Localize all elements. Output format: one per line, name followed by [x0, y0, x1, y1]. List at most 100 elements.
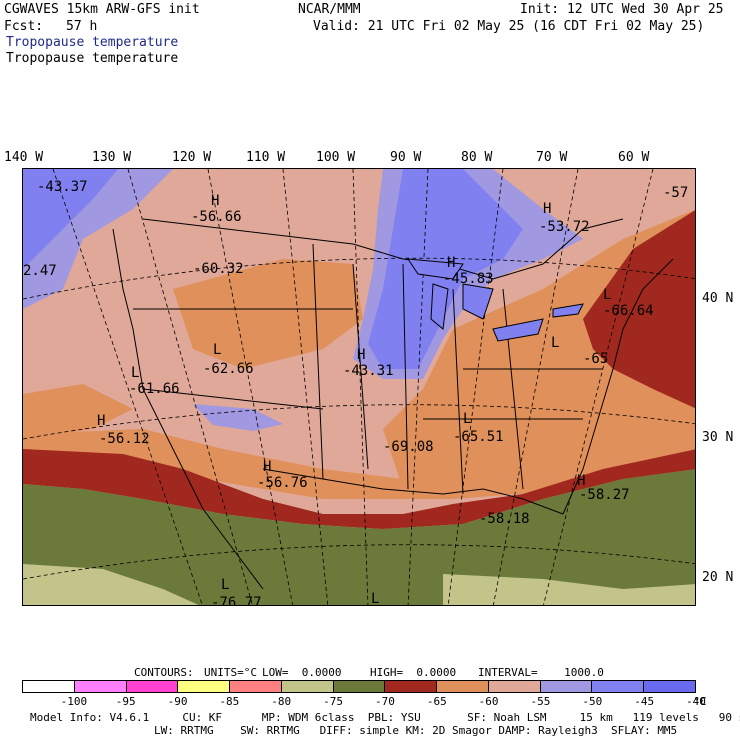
fcst-label: Fcst: [4, 19, 44, 34]
model-info: Model Info: V4.6.1 CU: KF MP: WDM 6class… [30, 711, 740, 724]
colorbar-tick-label: -100 [60, 695, 88, 708]
colorbar-tick-label: -80 [271, 695, 292, 708]
map-labels: H -56.66 -43.37 2.47 -60.32 H -53.72 -57… [23, 179, 688, 606]
colorbar-tick-label: -60 [478, 695, 499, 708]
hl-letter: L [551, 335, 559, 351]
field-title: Tropopause temperature [6, 35, 179, 50]
colorbar-segment [74, 681, 127, 692]
map-svg [23, 169, 695, 605]
contours-high: HIGH= 0.0000 [370, 666, 457, 679]
map-value-label: -66.64 [603, 303, 654, 319]
map-value-label: -43.37 [37, 179, 88, 195]
colorbar-segment [540, 681, 593, 692]
init-time: Init: 12 UTC Wed 30 Apr 25 [520, 2, 724, 17]
map-value-label: -65.51 [453, 429, 504, 445]
fill-region [23, 429, 695, 499]
contours-label: CONTOURS: [134, 666, 194, 679]
map-value-label: -69.08 [383, 439, 434, 455]
field-subtitle: Tropopause temperature [6, 51, 179, 66]
lon-label: 140 W [4, 150, 44, 165]
hl-letter: L [463, 411, 471, 427]
colorbar-tick-label: -75 [323, 695, 343, 708]
hl-letter: L [371, 591, 379, 606]
colorbar-segment [126, 681, 179, 692]
lat-label: 30 N [702, 430, 734, 445]
colorbar-segment [333, 681, 386, 692]
map-value-label: -60.32 [193, 261, 244, 277]
colorbar-segment [23, 681, 75, 692]
colorbar-segment [385, 681, 438, 692]
colorbar-tick-label: -85 [219, 695, 240, 708]
colorbar-tick-label: -40 [686, 695, 706, 708]
hl-letter: L [131, 365, 139, 381]
map-value-label: -56.12 [99, 431, 150, 447]
lon-label: 100 W [316, 150, 356, 165]
fill-region [23, 469, 695, 605]
lat-label: 20 N [702, 570, 734, 585]
hl-letter: H [263, 459, 271, 475]
fill-region [173, 259, 363, 369]
colorbar-tick-label: -95 [115, 695, 136, 708]
map-value-label: -45.83 [443, 271, 494, 287]
fcst-value: 57 h [66, 19, 98, 34]
center-label: NCAR/MMM [298, 2, 361, 17]
map-value-label: -56.76 [257, 475, 308, 491]
fill-region [23, 384, 133, 439]
colorbar [22, 680, 696, 693]
colorbar-segment [437, 681, 489, 692]
graticule [23, 169, 695, 605]
map-panel: H -56.66 -43.37 2.47 -60.32 H -53.72 -57… [22, 168, 696, 606]
hl-letter: H [577, 473, 585, 489]
map-value-label: -43.31 [343, 363, 394, 379]
map-value-label: -57 [663, 185, 688, 201]
map-value-label: -58.27 [579, 487, 630, 503]
lon-label: 60 W [618, 150, 650, 165]
model-physics: LW: RRTMG SW: RRTMG DIFF: simple KM: 2D … [154, 724, 678, 737]
contours-interval: INTERVAL= 1000.0 [478, 666, 604, 679]
lat-label: 40 N [702, 291, 734, 306]
colorbar-segment [178, 681, 231, 692]
hl-letter: L [603, 287, 611, 303]
fill-region [23, 449, 695, 529]
lon-label: 130 W [92, 150, 132, 165]
map-value-label: -76.77 [211, 595, 262, 606]
map-value-label: -53.72 [539, 219, 590, 235]
map-value-label: -58.18 [479, 511, 530, 527]
colorbar-tick-label: -70 [374, 695, 395, 708]
colorbar-tick-label: -55 [530, 695, 551, 708]
colorbar-segment [644, 681, 695, 692]
great-lakes [407, 258, 584, 342]
hl-letter: H [543, 201, 551, 217]
lon-label: 80 W [461, 150, 493, 165]
hl-letter: H [447, 255, 455, 271]
hl-letter: L [221, 577, 229, 593]
colorbar-tick-label: °C [693, 695, 707, 708]
lon-label: 90 W [390, 150, 422, 165]
colorbar-tick-label: -50 [582, 695, 603, 708]
fill-region [443, 574, 695, 605]
contours-units: UNITS=°C [204, 666, 257, 679]
hl-letter: H [357, 347, 365, 363]
fill-region [583, 210, 695, 409]
map-value-label: -56.66 [191, 209, 242, 225]
valid-time: Valid: 21 UTC Fri 02 May 25 (16 CDT Fri … [313, 19, 705, 34]
model-title: CGWAVES 15km ARW-GFS init [4, 2, 200, 17]
map-value-label: -65 [583, 351, 608, 367]
colorbar-tick-label: -90 [167, 695, 188, 708]
lon-label: 110 W [246, 150, 286, 165]
colorbar-segment [230, 681, 282, 692]
fill-region [23, 564, 199, 605]
contours-low: LOW= 0.0000 [262, 666, 342, 679]
colorbar-segment [281, 681, 334, 692]
lon-label: 120 W [172, 150, 212, 165]
fill-region [193, 404, 283, 431]
colorbar-tick-label: -65 [426, 695, 447, 708]
colorbar-segment [488, 681, 541, 692]
hl-letter: L [213, 342, 221, 358]
colorbar-segment [592, 681, 645, 692]
map-value-label: 2.47 [23, 263, 57, 279]
hl-letter: H [97, 413, 105, 429]
map-value-label: -61.66 [129, 381, 180, 397]
colorbar-tick-label: -45 [634, 695, 655, 708]
map-value-label: -62.66 [203, 361, 254, 377]
